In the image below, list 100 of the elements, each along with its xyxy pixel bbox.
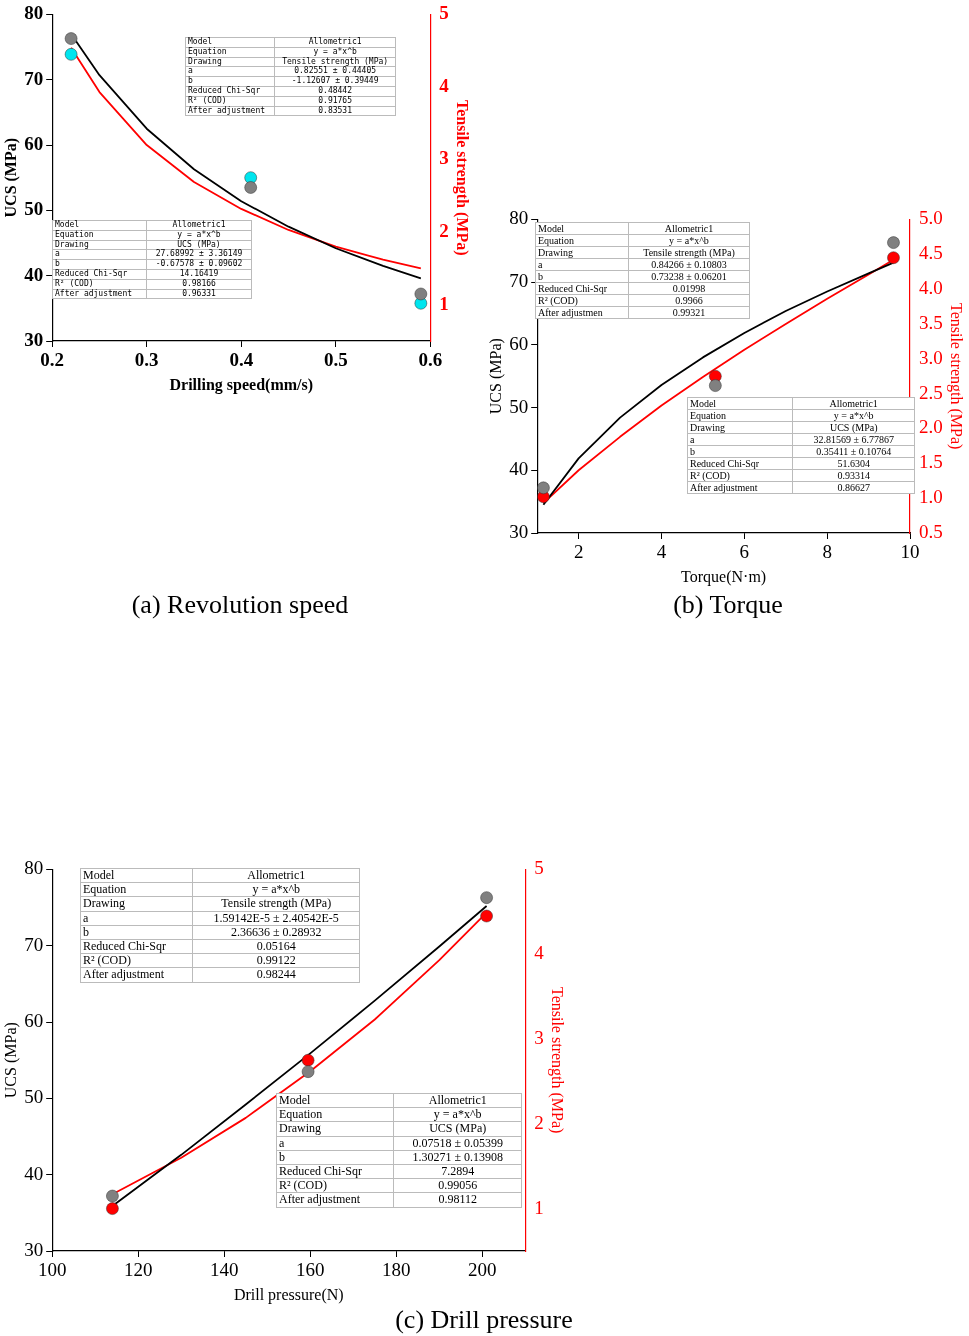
x-tick-label: 180 xyxy=(382,1259,411,1281)
y2-tick-label: 5 xyxy=(534,857,544,879)
annotation: After adjustmen xyxy=(535,306,629,319)
y2-tick-label: 4 xyxy=(534,942,545,964)
y-tick-label: 60 xyxy=(509,332,529,354)
annotation: Model xyxy=(52,220,147,231)
annotation: Drawing xyxy=(185,56,275,67)
annotation: 0.73238 ± 0.06201 xyxy=(628,270,750,283)
x-tick-label: 200 xyxy=(468,1259,497,1281)
annotation: a xyxy=(80,910,193,926)
annotation: 0.9966 xyxy=(628,294,750,307)
x-tick-label: 160 xyxy=(296,1259,325,1281)
y-axis-title: UCS (MPa) xyxy=(1,1022,20,1099)
annotation: Reduced Chi-Sqr xyxy=(80,938,193,954)
point xyxy=(106,1202,119,1215)
x-tick-label: 0.5 xyxy=(323,349,348,371)
x-axis-title: Drilling speed(mm/s) xyxy=(169,375,314,394)
annotation: Drawing xyxy=(276,1121,394,1137)
annotation: 0.98166 xyxy=(146,278,252,290)
annotation: Allometric1 xyxy=(792,397,915,410)
y2-tick-label: 3.0 xyxy=(919,346,943,368)
annotation: Equation xyxy=(535,234,629,247)
point xyxy=(244,181,257,194)
x-axis-title: Drill pressure(N) xyxy=(233,1285,344,1304)
y-tick-label: 70 xyxy=(24,933,44,955)
annotation: After adjustment xyxy=(52,288,147,299)
y-tick-label: 80 xyxy=(509,207,529,229)
x-tick-label: 0.2 xyxy=(40,349,65,371)
y2-tick-label: 3.5 xyxy=(919,311,943,333)
x-tick-label: 0.6 xyxy=(418,349,443,371)
annotation: a xyxy=(52,249,147,260)
y-tick-label: 40 xyxy=(24,1162,44,1184)
annotation: 0.99122 xyxy=(192,953,360,968)
point xyxy=(480,909,493,923)
y-tick-label: 30 xyxy=(24,328,44,350)
point xyxy=(64,32,78,45)
y2-tick-label: 3 xyxy=(439,147,449,169)
annotation: y = a*x^b xyxy=(792,409,915,422)
annotation: b xyxy=(535,270,629,283)
annotation: 0.99321 xyxy=(628,306,750,319)
annotation: 0.99056 xyxy=(393,1178,522,1193)
y-tick-label: 60 xyxy=(24,1010,44,1032)
annotation: 1.30271 ± 0.13908 xyxy=(393,1149,522,1165)
annotation: After adjustment xyxy=(687,481,793,494)
y-axis-title: UCS (MPa) xyxy=(1,137,20,218)
y2-tick-label: 1 xyxy=(534,1196,544,1218)
text: (b) Torque xyxy=(673,590,783,620)
y2-tick-label: 2.0 xyxy=(919,416,943,438)
y2-tick-label: 4 xyxy=(439,74,450,96)
annotation: Equation xyxy=(80,882,193,897)
annotation: 0.93314 xyxy=(792,469,915,482)
annotation: y = a*x^b xyxy=(146,229,252,241)
annotation: y = a*x^b xyxy=(628,234,750,247)
annotation: After adjustment xyxy=(80,967,193,982)
annotation: Allometric1 xyxy=(192,868,360,883)
y2-tick-label: 1.5 xyxy=(919,451,943,473)
annotation: 51.6304 xyxy=(792,457,915,470)
annotation: Reduced Chi-Sqr xyxy=(185,85,275,97)
y2-tick-label: 2 xyxy=(439,220,449,242)
annotation: b xyxy=(80,924,193,940)
annotation: Drawing xyxy=(52,239,147,250)
y2-tick-label: 5 xyxy=(439,2,449,24)
y2-axis-title: Tensile strength (MPa) xyxy=(453,99,472,256)
x-tick-label: 8 xyxy=(822,541,832,563)
annotation: UCS (MPa) xyxy=(146,239,252,250)
annotation: Reduced Chi-Sqr xyxy=(52,268,147,280)
y2-tick-label: 4.5 xyxy=(919,242,943,264)
annotation: UCS (MPa) xyxy=(393,1121,522,1137)
annotation: Drawing xyxy=(80,896,193,912)
annotation: Drawing xyxy=(687,421,793,434)
x-tick-label: 6 xyxy=(739,541,750,563)
y-tick-label: 40 xyxy=(509,458,529,480)
annotation: a xyxy=(535,258,629,271)
annotation: a xyxy=(276,1135,394,1151)
annotation: Tensile strength (MPa) xyxy=(192,896,360,912)
point xyxy=(106,1189,119,1203)
text: (c) Drill pressure xyxy=(395,1305,573,1335)
y-tick-label: 30 xyxy=(24,1238,44,1260)
annotation: Model xyxy=(535,222,629,235)
annotation: Reduced Chi-Sqr xyxy=(687,457,793,470)
x-axis-title: Torque(N·m) xyxy=(681,567,767,586)
point xyxy=(301,1065,315,1078)
annotation: R² (COD) xyxy=(687,469,793,482)
annotation: Tensile strength (MPa) xyxy=(628,246,750,259)
annotation: Reduced Chi-Sqr xyxy=(535,282,629,295)
annotation: Model xyxy=(80,868,193,883)
x-tick-label: 120 xyxy=(123,1259,153,1281)
annotation: 0.83531 xyxy=(274,105,396,116)
annotation: y = a*x^b xyxy=(393,1107,522,1122)
annotation: a xyxy=(687,433,793,446)
annotation: 0.98112 xyxy=(393,1192,522,1207)
point xyxy=(480,891,493,904)
annotation: 0.84266 ± 0.10803 xyxy=(628,258,750,271)
annotation: 7.2894 xyxy=(393,1163,522,1179)
annotation: 27.68992 ± 3.36149 xyxy=(146,249,252,260)
annotation: 2.36636 ± 0.28932 xyxy=(192,924,360,940)
y2-axis-title: Tensile strength (MPa) xyxy=(548,987,567,1134)
annotation: 0.98244 xyxy=(192,967,360,982)
annotation: Equation xyxy=(185,46,275,58)
y2-tick-label: 5.0 xyxy=(919,207,943,229)
